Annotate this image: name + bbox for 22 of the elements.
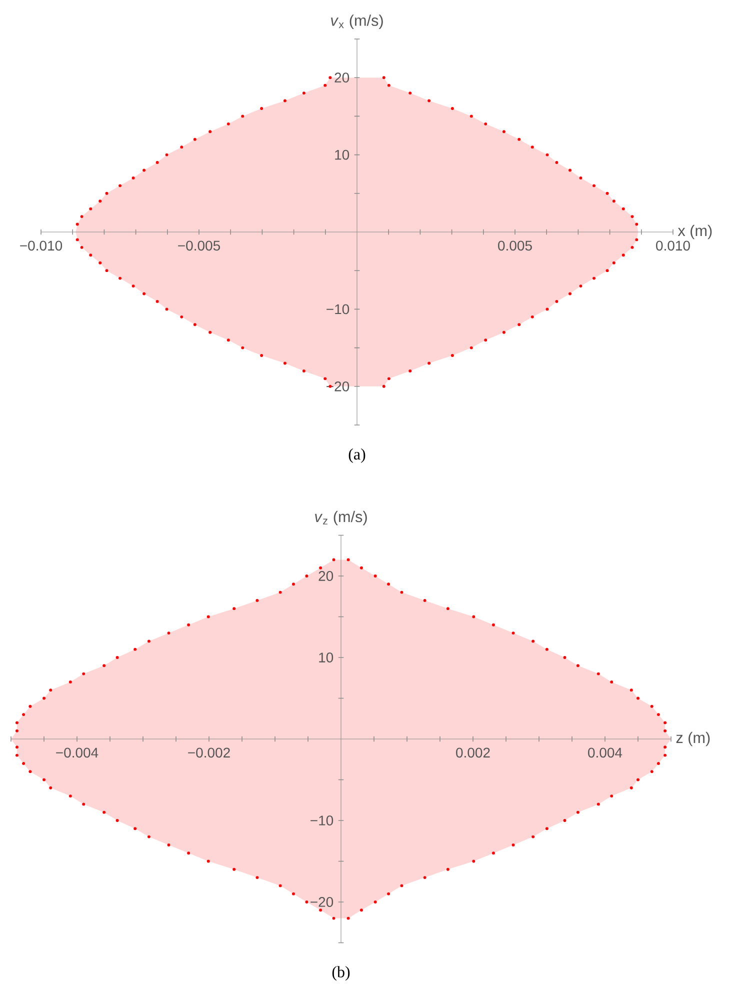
y-tick-label: 20 (318, 571, 334, 581)
x-tick-label: −0.005 (178, 240, 220, 251)
y-tick-label: −10 (310, 816, 334, 826)
y-tick-label: 20 (334, 72, 350, 83)
y-tick-label: −20 (310, 897, 334, 907)
text: (a) (348, 448, 366, 463)
text: (b) (332, 966, 350, 981)
x-tick-label: 0.005 (498, 240, 532, 251)
y-tick-label: −10 (326, 304, 350, 314)
x-tick-label: 0.004 (588, 748, 622, 758)
y-tick-label: −20 (326, 381, 350, 392)
x-tick-label: −0.010 (20, 240, 62, 251)
x-tick-label: 0.002 (456, 748, 490, 758)
y-tick-label: 10 (335, 150, 350, 160)
x-tick-label: 0.010 (656, 240, 690, 251)
y-tick-label: 10 (319, 652, 334, 662)
x-axis-title: x (m) (678, 224, 712, 240)
x-tick-label: −0.002 (188, 748, 230, 758)
x-axis-title: z (m) (676, 732, 710, 746)
y-axis-title: v$_{z}$ (m/s) (315, 510, 367, 526)
y-axis-title: v$_{x}$ (m/s) (331, 14, 383, 29)
x-tick-label: −0.004 (56, 748, 98, 758)
